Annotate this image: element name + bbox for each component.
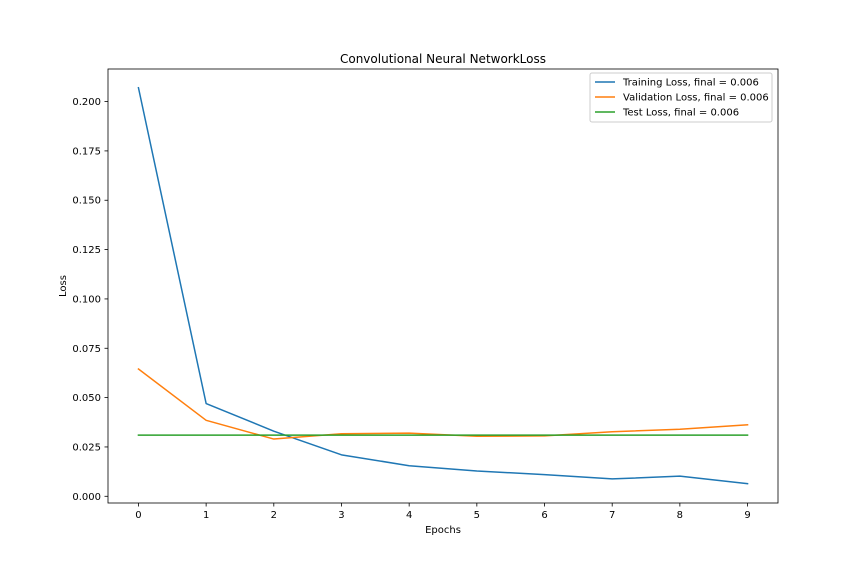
series-layer — [137, 86, 749, 485]
x-tick-label: 9 — [744, 510, 750, 521]
legend-frame — [589, 72, 773, 123]
legend-label-2: Test Loss, final = 0.006 — [622, 108, 739, 119]
series-line-1 — [137, 367, 749, 440]
y-tick-label: 0.050 — [72, 393, 101, 404]
x-tick-label: 4 — [406, 510, 412, 521]
y-tick-label: 0.025 — [72, 442, 101, 453]
y-tick-label: 0.000 — [72, 492, 101, 503]
y-tick-label: 0.200 — [72, 97, 101, 108]
y-tick-label: 0.125 — [72, 245, 101, 256]
chart-title: Convolutional Neural NetworkLoss — [340, 52, 546, 66]
x-tick-label: 6 — [541, 510, 547, 521]
x-tick-label: 0 — [135, 510, 141, 521]
x-axis: 0 1 2 3 4 5 6 7 8 9 — [135, 503, 751, 521]
y-tick-label: 0.150 — [72, 196, 101, 207]
legend-label-0: Training Loss, final = 0.006 — [622, 78, 759, 89]
y-axis-label: Loss — [58, 275, 69, 297]
series-line-0 — [137, 86, 749, 485]
plot-area — [107, 68, 779, 504]
x-tick-label: 3 — [338, 510, 344, 521]
plot-frame — [107, 68, 779, 504]
x-tick-label: 2 — [271, 510, 277, 521]
x-tick-label: 8 — [677, 510, 683, 521]
y-axis: 0.000 0.025 0.050 0.075 0.100 0.125 0.150 0.175… — [72, 97, 108, 503]
x-axis-label: Epochs — [425, 525, 461, 536]
y-tick-label: 0.100 — [72, 294, 101, 305]
y-tick-label: 0.175 — [72, 146, 101, 157]
legend-label-1: Validation Loss, final = 0.006 — [623, 93, 769, 104]
x-tick-label: 7 — [609, 510, 615, 521]
x-tick-label: 1 — [203, 510, 209, 521]
y-tick-label: 0.075 — [72, 344, 101, 355]
x-tick-label: 5 — [474, 510, 480, 521]
legend: Training Loss, final = 0.006 Validation L… — [589, 72, 773, 123]
